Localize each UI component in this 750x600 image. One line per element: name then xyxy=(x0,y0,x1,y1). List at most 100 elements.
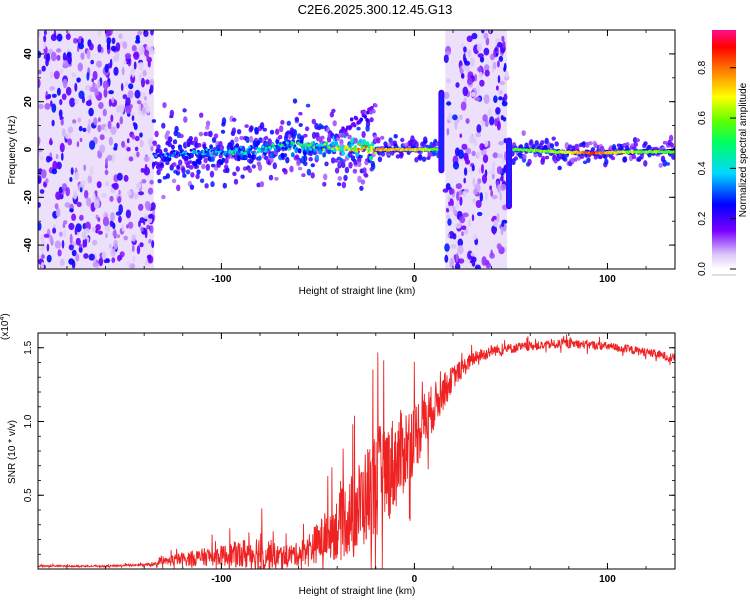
signal-halo xyxy=(324,161,329,167)
feature-branch-mark xyxy=(340,133,344,138)
signal-halo xyxy=(557,165,562,171)
noise-blob xyxy=(484,64,490,72)
noise-blob xyxy=(461,231,464,237)
noise-blob xyxy=(40,246,44,252)
signal-halo xyxy=(213,133,219,139)
noise-blob xyxy=(495,107,501,115)
noise-blob xyxy=(471,164,475,172)
signal-halo xyxy=(669,142,674,148)
noise-blob xyxy=(110,153,116,163)
noise-blob xyxy=(150,202,156,211)
signal-halo xyxy=(262,127,267,132)
signal-halo xyxy=(359,185,364,191)
noise-blob xyxy=(46,52,51,62)
spectrogram-panel: -100 0 100 -40 -20 0 20 40 Height of straight l… xyxy=(7,29,676,297)
signal-halo xyxy=(220,129,226,134)
noise-blob xyxy=(114,143,118,148)
noise-blob xyxy=(56,54,61,61)
noise-blob xyxy=(62,60,69,69)
noise-blob xyxy=(75,237,81,246)
noise-blob xyxy=(59,68,64,75)
noise-blob xyxy=(490,189,494,197)
noise-blob xyxy=(455,82,460,88)
signal-halo xyxy=(521,130,526,137)
noise-blob xyxy=(106,154,113,161)
signal-body xyxy=(290,152,295,158)
noise-blob xyxy=(76,141,80,148)
noise-blob xyxy=(456,191,460,201)
signal-halo xyxy=(159,162,165,169)
colorbar: 0.0 0.2 0.4 0.6 0.8 Normalized spectral ampl… xyxy=(697,30,749,276)
noise-blob xyxy=(86,71,90,81)
noise-blob xyxy=(123,235,128,241)
signal-halo xyxy=(278,134,283,140)
noise-blob xyxy=(96,95,100,100)
signal-halo xyxy=(283,134,289,142)
signal-halo xyxy=(289,165,294,173)
noise-blob xyxy=(484,140,489,148)
colorbar-tick-label: 0.2 xyxy=(697,211,708,225)
noise-blob xyxy=(126,261,131,267)
noise-blob xyxy=(130,74,136,84)
signal-halo xyxy=(303,161,308,166)
signal-halo xyxy=(151,119,157,123)
signal-halo xyxy=(665,162,670,166)
signal-halo xyxy=(169,109,175,117)
snr-multiplier-base: (x10 xyxy=(0,320,11,340)
signal-halo xyxy=(248,135,254,143)
signal-core xyxy=(286,141,289,145)
noise-blob xyxy=(104,30,111,37)
signal-core xyxy=(290,141,294,144)
signal-halo xyxy=(513,156,519,161)
noise-blob xyxy=(146,55,150,62)
signal-halo xyxy=(179,133,184,139)
noise-blob xyxy=(110,126,117,135)
noise-blob xyxy=(474,96,481,102)
signal-body xyxy=(230,146,234,152)
signal-halo xyxy=(643,141,648,146)
noise-blob xyxy=(102,80,109,90)
signal-core xyxy=(374,151,378,155)
noise-blob xyxy=(479,79,485,87)
signal-core xyxy=(303,143,306,147)
noise-blob xyxy=(479,56,485,63)
noise-blob xyxy=(131,134,135,140)
y-tick-label: 1.5 xyxy=(23,340,34,354)
noise-blob xyxy=(489,170,496,175)
signal-halo xyxy=(352,168,358,174)
signal-halo xyxy=(304,126,310,132)
signal-core xyxy=(373,149,376,152)
noise-blob xyxy=(38,69,42,75)
noise-blob xyxy=(458,189,463,196)
signal-halo xyxy=(233,178,239,185)
signal-halo xyxy=(269,157,274,163)
noise-blob xyxy=(463,46,467,53)
signal-core xyxy=(329,144,333,148)
noise-blob xyxy=(52,227,57,234)
signal-halo xyxy=(199,178,205,184)
signal-halo xyxy=(176,184,181,192)
snr-xlabel: Height of straight line (km) xyxy=(299,586,416,597)
signal-halo xyxy=(211,137,217,143)
noise-blob xyxy=(125,209,132,219)
noise-blob xyxy=(74,172,79,180)
signal-core xyxy=(300,143,303,147)
signal-halo xyxy=(377,156,383,163)
signal-halo xyxy=(334,167,340,174)
noise-blob xyxy=(490,249,493,257)
noise-blob xyxy=(49,71,54,79)
noise-blob xyxy=(461,73,465,79)
noise-blob xyxy=(86,197,92,207)
noise-blob xyxy=(139,139,144,148)
signal-halo xyxy=(636,158,641,162)
noise-blob xyxy=(55,207,61,218)
noise-blob xyxy=(118,215,122,223)
signal-core xyxy=(310,141,314,145)
noise-blob xyxy=(61,152,64,161)
noise-blob xyxy=(71,213,77,221)
signal-core xyxy=(169,154,173,157)
signal-body xyxy=(244,154,248,161)
noise-blob xyxy=(109,196,114,202)
noise-blob xyxy=(71,259,76,269)
feature-branch-mark xyxy=(359,117,364,122)
